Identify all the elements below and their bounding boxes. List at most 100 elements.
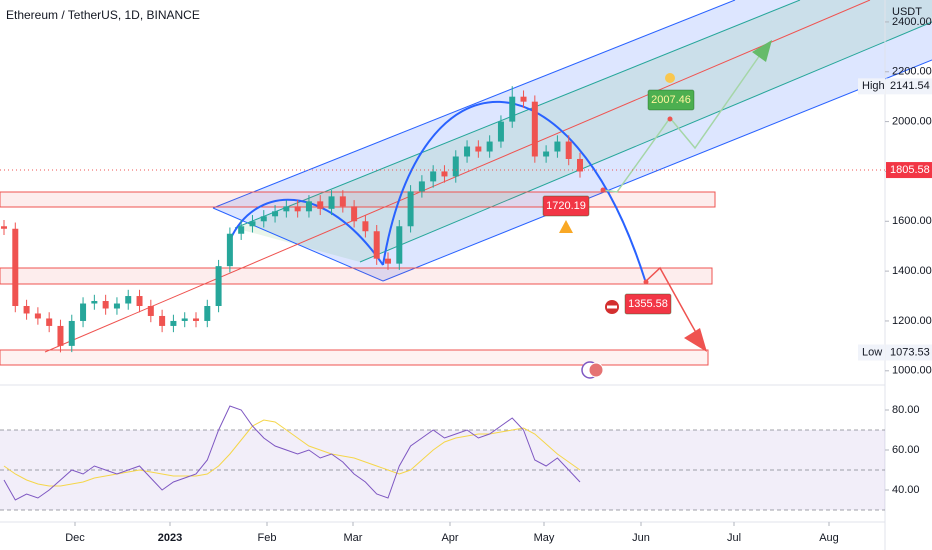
arrow-head (752, 40, 772, 62)
annotation-label: 2007.46 (651, 94, 691, 106)
candle-body (430, 171, 437, 182)
axis-unit: USDT (892, 6, 922, 18)
candle-body (509, 96, 516, 122)
x-tick-label: Apr (441, 532, 458, 544)
candle-body (193, 318, 199, 321)
zone (0, 191, 716, 208)
candle-body (12, 228, 19, 307)
candle-body (238, 226, 245, 234)
channel-line (359, 21, 932, 263)
annotation-label: 1355.58 (628, 298, 668, 310)
marker-name: High (862, 80, 885, 92)
candle-body (305, 201, 312, 212)
candle-body (531, 101, 538, 157)
candle-body (113, 303, 120, 309)
candle-body (159, 315, 166, 326)
rsi-ma-line (3, 419, 581, 487)
candle-body (497, 121, 504, 142)
candle-body (215, 266, 222, 307)
annotation-box (647, 89, 695, 111)
arrow-head (684, 328, 707, 352)
candle-body (170, 320, 177, 326)
candle-body (317, 201, 324, 209)
candle-body (68, 320, 75, 346)
y-tick-label: 1200.00 (892, 315, 932, 327)
candle-body (272, 211, 279, 217)
candle-body (418, 181, 425, 192)
candle-body (125, 296, 132, 304)
point (667, 116, 673, 122)
x-tick-label: 2023 (158, 532, 182, 544)
candle-body (80, 303, 87, 321)
candle-body (441, 171, 448, 177)
channel-line (234, 0, 801, 229)
candle-body (136, 296, 143, 307)
marker-value: 2141.54 (890, 80, 930, 92)
last-price-label: 1805.58 (890, 164, 930, 176)
stop-bar (607, 305, 617, 309)
channel-line (212, 0, 736, 209)
candle-body (34, 313, 41, 319)
x-tick-label: Feb (258, 532, 277, 544)
candle-body (102, 301, 109, 309)
zone (0, 349, 709, 366)
marker-tag (858, 78, 885, 95)
candle-body (543, 151, 550, 157)
candle-body (339, 196, 346, 207)
candle-body (283, 206, 290, 212)
candle-body (407, 191, 414, 227)
marker-tag (858, 344, 885, 361)
zone (0, 267, 713, 285)
candle-body (565, 141, 572, 159)
warning-icon (559, 220, 573, 233)
candle-body (57, 325, 64, 346)
annotation-box (542, 195, 590, 217)
candle-body (385, 258, 391, 264)
y-tick-label: 2200.00 (892, 66, 932, 78)
candle-body (475, 146, 482, 152)
x-tick-label: Aug (819, 532, 839, 544)
candle-body (23, 306, 30, 314)
y-tick-label: 80.00 (892, 404, 920, 416)
candle-body (91, 301, 98, 304)
candle-body (362, 221, 369, 232)
y-tick-label: 2400.00 (892, 16, 932, 28)
candle-body (1, 226, 7, 229)
y-tick-label: 40.00 (892, 484, 920, 496)
annotation-label: 1720.19 (546, 200, 586, 212)
rsi-line (3, 405, 581, 501)
event-icon (588, 362, 604, 378)
annotation-box (624, 293, 672, 315)
candle-body (373, 231, 380, 259)
x-tick-label: Jul (727, 532, 741, 544)
y-tick-label: 2000.00 (892, 116, 932, 128)
candle-body (351, 206, 358, 222)
x-tick-label: Jun (632, 532, 650, 544)
point (643, 279, 649, 285)
candle-body (181, 318, 188, 321)
last-price-box (886, 162, 932, 179)
candle-body (464, 146, 471, 157)
channel-line (382, 59, 932, 282)
candle-body (294, 206, 301, 212)
drawings (0, 0, 932, 379)
candle-body (396, 226, 403, 264)
icon (665, 73, 675, 83)
x-tick-label: Mar (344, 532, 363, 544)
candle-body (577, 158, 583, 172)
y-tick-label: 1600.00 (892, 215, 932, 227)
marker-box (886, 344, 932, 361)
y-tick-label: 60.00 (892, 444, 920, 456)
candle-body (249, 221, 256, 227)
candle-body (147, 306, 154, 316)
candle-body (260, 216, 267, 222)
candle-body (452, 156, 459, 177)
channel-inner (235, 0, 932, 262)
candle-body (520, 96, 527, 102)
candle-body (554, 141, 561, 152)
point (600, 187, 606, 193)
x-tick-label: May (534, 532, 555, 544)
marker-value: 1073.53 (890, 346, 930, 358)
y-tick-label: 1400.00 (892, 265, 932, 277)
